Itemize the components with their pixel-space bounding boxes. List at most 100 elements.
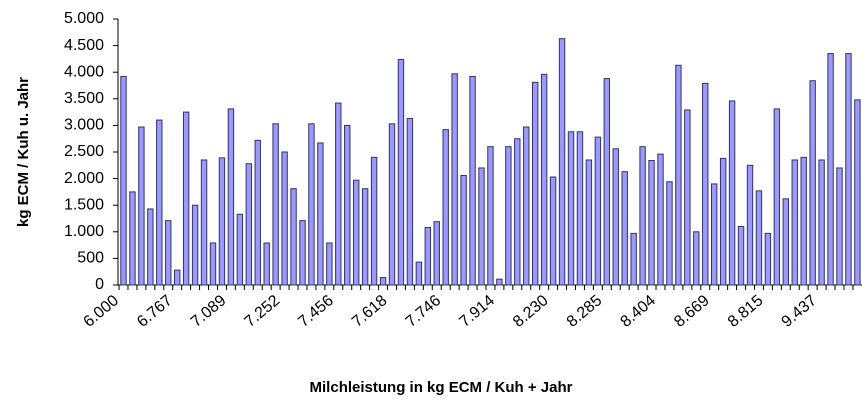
bar xyxy=(487,146,494,286)
bar xyxy=(764,232,772,286)
x-tick-label: 8.230 xyxy=(510,292,552,331)
bar xyxy=(854,99,861,286)
bar xyxy=(218,157,226,286)
bar xyxy=(612,148,619,286)
x-axis-title: Milchleistung in kg ECM / Kuh + Jahr xyxy=(310,379,573,396)
y-axis-title: kg ECM / Kuh u. Jahr xyxy=(15,77,32,227)
bar xyxy=(353,179,360,286)
y-tick-label: 3.500 xyxy=(64,90,104,107)
bar xyxy=(281,151,288,286)
bar xyxy=(290,188,297,286)
bar xyxy=(594,136,602,286)
bar xyxy=(227,108,235,286)
bar xyxy=(254,139,261,286)
bar xyxy=(728,100,736,286)
bar xyxy=(478,167,485,286)
bar xyxy=(809,80,816,286)
bar xyxy=(209,242,217,286)
bar xyxy=(532,81,539,286)
bar xyxy=(818,159,825,286)
y-tick-label: 0 xyxy=(95,276,104,293)
x-tick-label: 8.285 xyxy=(564,292,606,331)
bar xyxy=(129,191,136,286)
bar xyxy=(469,75,476,286)
bar xyxy=(603,78,610,286)
bar xyxy=(397,58,405,286)
y-tick-label: 5.000 xyxy=(64,10,104,27)
bar xyxy=(370,156,378,286)
bar xyxy=(576,131,584,286)
bar xyxy=(657,153,664,286)
bar xyxy=(379,277,387,286)
x-tick-label: 6.000 xyxy=(80,292,122,331)
bar xyxy=(621,171,628,286)
x-tick-label: 8.669 xyxy=(671,292,713,331)
bar xyxy=(585,159,593,286)
bar xyxy=(505,146,512,286)
bar xyxy=(174,269,181,286)
bar xyxy=(236,213,244,286)
bar xyxy=(737,225,745,286)
bar xyxy=(639,146,646,286)
bar xyxy=(684,109,691,286)
x-tick-label: 7.456 xyxy=(295,292,337,331)
bar xyxy=(836,167,843,286)
bar xyxy=(675,64,682,286)
y-tick-label: 500 xyxy=(77,250,104,267)
y-tick-label: 2.000 xyxy=(64,170,104,187)
bar xyxy=(299,220,306,286)
bar xyxy=(361,188,369,286)
x-tick-label: 8.815 xyxy=(725,292,767,331)
bar xyxy=(451,73,458,286)
bar xyxy=(460,174,467,286)
bar xyxy=(308,123,315,286)
x-tick-label: 7.746 xyxy=(403,292,445,331)
bar xyxy=(424,227,432,286)
x-tick-label: 7.914 xyxy=(456,292,498,331)
bar xyxy=(120,75,127,286)
bar xyxy=(514,138,521,286)
bar xyxy=(549,176,557,286)
bar xyxy=(719,157,727,286)
bar xyxy=(263,242,270,286)
y-tick-label: 4.500 xyxy=(64,37,104,54)
bar xyxy=(344,124,351,286)
bar xyxy=(773,108,781,286)
y-tick-label: 3.000 xyxy=(64,117,104,134)
bar xyxy=(200,159,208,286)
bar xyxy=(746,164,754,286)
x-tick-label: 8.404 xyxy=(617,292,659,331)
bar xyxy=(433,221,440,286)
x-tick-label: 9.437 xyxy=(779,292,821,331)
bar xyxy=(827,53,834,286)
bar xyxy=(138,126,145,286)
bar xyxy=(147,208,154,286)
bar xyxy=(845,53,852,286)
bar xyxy=(702,82,709,286)
bar xyxy=(711,183,718,286)
bar xyxy=(415,261,423,286)
bar xyxy=(406,117,414,286)
bar xyxy=(496,278,503,286)
x-tick-label: 7.618 xyxy=(349,292,391,331)
bar xyxy=(558,38,566,286)
bar xyxy=(165,220,172,286)
bar xyxy=(335,102,342,286)
bar xyxy=(388,123,396,286)
y-tick-label: 1.000 xyxy=(64,223,104,240)
bar xyxy=(442,129,449,286)
y-tick-label: 1.500 xyxy=(64,196,104,213)
bar xyxy=(191,204,199,286)
bar xyxy=(156,119,163,286)
bar xyxy=(693,231,700,286)
bar xyxy=(666,181,673,286)
bar xyxy=(540,73,548,286)
x-tick-label: 7.089 xyxy=(188,292,230,331)
bar xyxy=(782,198,789,286)
y-tick-label: 2.500 xyxy=(64,143,104,160)
y-tick-label: 4.000 xyxy=(64,63,104,80)
bar xyxy=(523,126,530,286)
bar xyxy=(245,163,253,286)
bar xyxy=(182,111,190,286)
bar xyxy=(567,131,575,286)
